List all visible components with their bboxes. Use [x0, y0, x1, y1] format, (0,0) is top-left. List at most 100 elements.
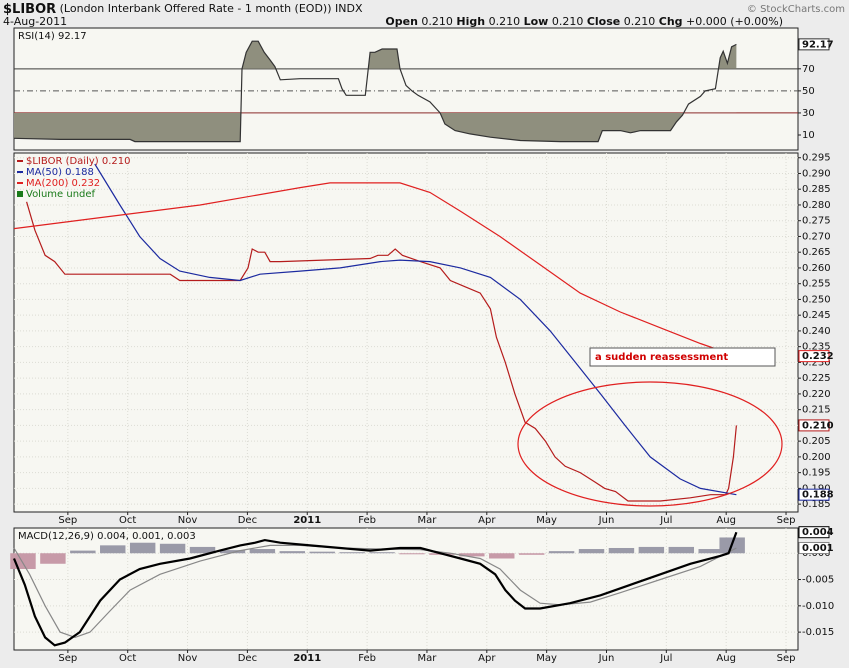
exchange: INDX [335, 2, 363, 15]
x-tick-label: May [536, 515, 557, 526]
histogram-bar [129, 542, 156, 554]
quote-label: Open [385, 15, 418, 28]
value-tag [798, 419, 830, 432]
credit: © StockCharts.com [747, 4, 845, 15]
quote-label: Chg [659, 15, 683, 28]
x-tick-label: Apr [478, 653, 496, 664]
x-tick-label: Mar [418, 515, 438, 526]
value-tag-label: 0.188 [802, 490, 834, 501]
histogram-bar [189, 546, 216, 554]
y-tick-label: 0.260 [802, 263, 831, 274]
x-tick-label: Jun [598, 515, 615, 526]
histogram-bar [369, 552, 395, 554]
y-tick-label: 0.275 [802, 216, 831, 227]
value-tag-label: 0.232 [802, 351, 834, 362]
series-line [13, 182, 737, 357]
y-tick-label: 0.235 [802, 342, 831, 353]
rsi-fill-above [14, 41, 737, 69]
y-tick-label: 0.285 [802, 184, 831, 195]
series-line [12, 531, 738, 647]
histogram-bar [219, 550, 246, 554]
x-tick-label: Sep [777, 653, 796, 664]
histogram-bar [459, 553, 485, 557]
histogram-bar [279, 551, 306, 554]
y-tick-label: 70 [802, 64, 815, 75]
value-tag [798, 488, 830, 501]
chart-header: $LIBOR (London Interbank Offered Rate - … [3, 2, 363, 17]
legend-swatch [17, 191, 23, 197]
panel [13, 152, 799, 513]
x-tick-label: Nov [178, 515, 198, 526]
histogram-bar [578, 549, 605, 554]
annotation: a sudden reassessment [595, 352, 728, 363]
x-tick-label: Jul [659, 653, 672, 664]
series-line [13, 40, 737, 143]
x-tick-label: Mar [418, 653, 438, 664]
histogram-bar [70, 550, 96, 554]
quote-label: High [456, 15, 485, 28]
y-tick-label: 0.185 [802, 499, 831, 510]
x-tick-label: Jul [659, 515, 672, 526]
histogram-bar [100, 545, 126, 554]
series-line [94, 163, 737, 496]
quote: Open 0.210 High 0.210 Low 0.210 Close 0.… [385, 15, 783, 28]
y-tick-label: 0.270 [802, 231, 831, 242]
y-tick-label: -0.015 [802, 627, 834, 638]
y-tick-label: 0.255 [802, 279, 831, 290]
x-tick-label: Sep [777, 515, 796, 526]
histogram-bar [668, 546, 695, 554]
x-tick-label: Feb [358, 515, 376, 526]
y-tick-label: 0.280 [802, 200, 831, 211]
x-tick-label: Feb [358, 653, 376, 664]
x-tick-label: Sep [58, 515, 77, 526]
x-tick-label: Oct [119, 515, 136, 526]
histogram-bar [638, 546, 665, 554]
x-tick-label: Apr [478, 515, 496, 526]
symbol: $LIBOR [3, 2, 56, 17]
histogram-bar [698, 549, 724, 554]
y-tick-label: -0.005 [802, 575, 834, 586]
histogram-bar [489, 553, 515, 559]
quote-value: 0.210 [624, 15, 656, 28]
annotation-box [589, 347, 776, 367]
rsi-fill-below [14, 112, 737, 142]
x-tick-label: Sep [58, 653, 77, 664]
histogram-bar [40, 553, 66, 564]
x-tick-label: Oct [119, 653, 136, 664]
y-tick-label: 30 [802, 108, 815, 119]
y-tick-label: 0.245 [802, 310, 831, 321]
quote-value: +0.000 (+0.00%) [686, 15, 783, 28]
quote-value: 0.210 [489, 15, 521, 28]
legend-label: $LIBOR (Daily) 0.210 [26, 156, 130, 167]
y-tick-label: 0.265 [802, 247, 831, 258]
y-tick-label: 0.295 [802, 153, 831, 164]
histogram-bar [309, 551, 335, 554]
legend-label: Volume undef [26, 189, 96, 200]
quote-value: 0.210 [421, 15, 453, 28]
histogram-bar [399, 553, 425, 555]
y-tick-label: 0.240 [802, 326, 831, 337]
quote-label: Close [587, 15, 620, 28]
date: 4-Aug-2011 [3, 15, 67, 28]
histogram-bar [608, 547, 635, 554]
quote-value: 0.210 [552, 15, 584, 28]
value-tag-label: 0.001 [802, 543, 834, 554]
histogram-bar [518, 553, 545, 555]
x-tick-label: Nov [178, 653, 198, 664]
y-tick-label: 0.205 [802, 436, 831, 447]
x-tick-label: 2011 [293, 653, 321, 664]
value-tag [798, 38, 830, 51]
x-tick-label: Dec [238, 653, 257, 664]
highlight-ellipse [517, 381, 783, 507]
quote-label: Low [524, 15, 549, 28]
panel-title: MACD(12,26,9) 0.004, 0.001, 0.003 [18, 531, 196, 542]
panel-title: RSI(14) 92.17 [18, 31, 87, 42]
value-tag [798, 541, 830, 554]
legend-label: MA(50) 0.188 [26, 167, 94, 178]
y-tick-label: 0.195 [802, 468, 831, 479]
histogram-bar [339, 552, 365, 554]
legend-label: MA(200) 0.232 [26, 178, 100, 189]
x-tick-label: Jun [598, 653, 615, 664]
x-tick-label: Aug [716, 515, 736, 526]
